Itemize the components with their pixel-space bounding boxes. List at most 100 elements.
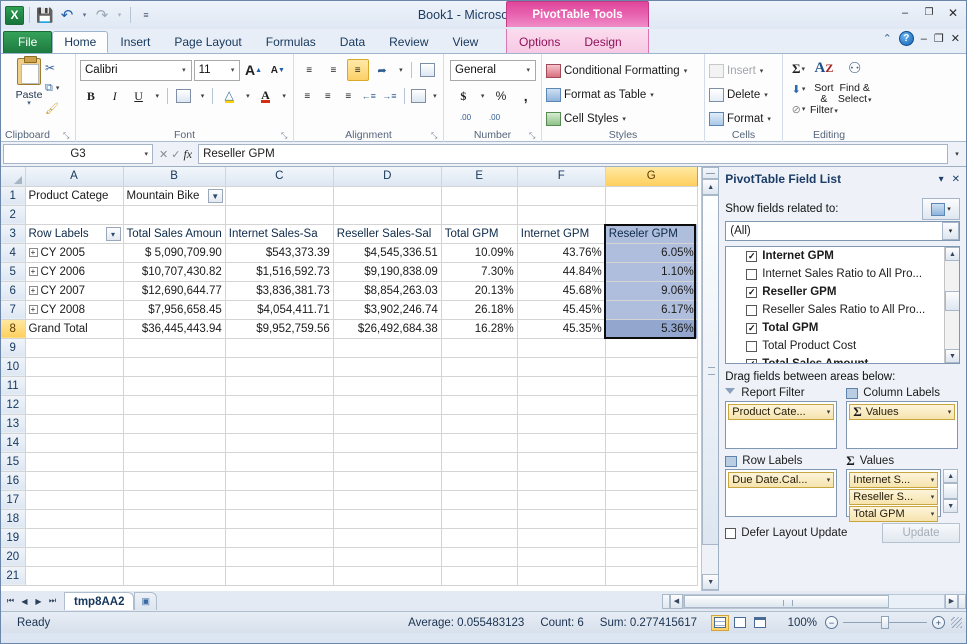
restore-workbook-icon[interactable]: ❐: [933, 33, 944, 45]
chevron-down-icon[interactable]: ▾: [144, 151, 148, 158]
chevron-down-icon[interactable]: ▾: [930, 511, 935, 518]
cell-e18[interactable]: [441, 509, 518, 529]
cell-e8[interactable]: 16.28%: [441, 319, 518, 339]
cell-e19[interactable]: [441, 528, 518, 548]
cell-e15[interactable]: [441, 452, 518, 472]
column-header-f[interactable]: F: [517, 167, 606, 187]
cancel-edit-icon[interactable]: ✕: [159, 148, 169, 161]
spreadsheet-grid[interactable]: A B C D E F G 1 Product Catege Mountain …: [1, 167, 702, 591]
cell-b12[interactable]: [123, 395, 226, 415]
row-header-18[interactable]: 18: [1, 509, 26, 529]
chevron-down-icon[interactable]: ▾: [826, 409, 831, 416]
tab-design[interactable]: Design: [584, 35, 622, 49]
autosum-button[interactable]: Σ ▾: [787, 59, 810, 79]
cell-d20[interactable]: [333, 547, 442, 567]
column-header-a[interactable]: A: [25, 167, 124, 187]
chevron-down-icon[interactable]: ▾: [826, 477, 831, 484]
field-list-scroll-down-icon[interactable]: ▼: [945, 349, 960, 363]
cell-d19[interactable]: [333, 528, 442, 548]
cell-d8[interactable]: $26,492,684.38: [333, 319, 442, 339]
row-header-14[interactable]: 14: [1, 433, 26, 453]
cell-g3[interactable]: Reseler GPM: [605, 224, 698, 244]
cell-g16[interactable]: [605, 471, 698, 491]
cell-a15[interactable]: [25, 452, 124, 472]
expand-icon[interactable]: +: [28, 285, 38, 295]
cell-b4[interactable]: $ 5,090,709.90: [123, 243, 226, 263]
help-icon[interactable]: ?: [898, 31, 914, 46]
find-select-button[interactable]: ⚇ Find & Select▾: [838, 59, 872, 119]
cell-c2[interactable]: [225, 205, 334, 225]
cell-c7[interactable]: $4,054,411.71: [225, 300, 334, 320]
cell-f1[interactable]: [517, 186, 606, 206]
horizontal-split-handle[interactable]: [662, 593, 670, 609]
close-workbook-icon[interactable]: ✕: [950, 33, 960, 45]
accounting-dropdown-button[interactable]: ▾: [477, 85, 488, 107]
values-scroll-thumb[interactable]: [943, 483, 959, 499]
field-item-internet-sales-ratio[interactable]: Internet Sales Ratio to All Pro...: [726, 265, 959, 283]
checkbox-checked-icon[interactable]: ✓: [746, 286, 758, 298]
cell-g2[interactable]: [605, 205, 698, 225]
format-painter-button[interactable]: 🖌: [45, 98, 75, 118]
cell-d21[interactable]: [333, 566, 442, 586]
grow-font-button[interactable]: A ▲: [244, 62, 263, 78]
vertical-scroll-thumb[interactable]: [702, 195, 720, 545]
cell-e12[interactable]: [441, 395, 518, 415]
cell-f6[interactable]: 45.68%: [517, 281, 606, 301]
cell-b1[interactable]: Mountain Bike ▼: [123, 186, 226, 206]
horizontal-scrollbar[interactable]: ◀ ▶: [662, 593, 966, 609]
redo-icon[interactable]: ↷: [95, 7, 109, 24]
row-header-3[interactable]: 3: [1, 224, 26, 244]
insert-worksheet-button[interactable]: ▣: [134, 592, 157, 610]
panel-close-icon[interactable]: ✕: [951, 173, 960, 185]
tab-formulas[interactable]: Formulas: [265, 35, 316, 49]
scroll-down-button[interactable]: ▼: [702, 574, 720, 590]
cell-f13[interactable]: [517, 414, 606, 434]
align-top-button[interactable]: ≡: [298, 59, 320, 81]
cell-e10[interactable]: [441, 357, 518, 377]
scroll-left-button[interactable]: ◀: [670, 593, 683, 609]
cell-a12[interactable]: [25, 395, 124, 415]
column-labels-dropzone[interactable]: Σ Values ▾: [846, 401, 959, 449]
cell-c19[interactable]: [225, 528, 334, 548]
cell-b2[interactable]: [123, 205, 226, 225]
decrease-indent-button[interactable]: ←≡: [360, 85, 379, 107]
cell-b9[interactable]: [123, 338, 226, 358]
cell-c8[interactable]: $9,952,759.56: [225, 319, 334, 339]
cell-a4[interactable]: + CY 2005: [25, 243, 124, 263]
cell-c9[interactable]: [225, 338, 334, 358]
cell-b10[interactable]: [123, 357, 226, 377]
decrease-decimal-button[interactable]: .00: [483, 106, 506, 128]
cell-e3[interactable]: Total GPM: [441, 224, 518, 244]
cell-a11[interactable]: [25, 376, 124, 396]
scroll-up-button[interactable]: ▲: [702, 179, 720, 195]
column-header-b[interactable]: B: [123, 167, 226, 187]
tab-review[interactable]: Review: [389, 35, 429, 49]
row-header-10[interactable]: 10: [1, 357, 26, 377]
cell-a13[interactable]: [25, 414, 124, 434]
cell-b5[interactable]: $10,707,430.82: [123, 262, 226, 282]
cell-a3[interactable]: Row Labels ▾: [25, 224, 124, 244]
cell-a16[interactable]: [25, 471, 124, 491]
field-item-reseller-sales-ratio[interactable]: Reseller Sales Ratio to All Pro...: [726, 301, 959, 319]
cell-a9[interactable]: [25, 338, 124, 358]
checkbox-checked-icon[interactable]: ✓: [746, 250, 758, 262]
report-filter-dropzone[interactable]: Product Cate... ▾: [725, 401, 838, 449]
increase-indent-button[interactable]: →≡: [380, 85, 399, 107]
cell-e21[interactable]: [441, 566, 518, 586]
cell-g1[interactable]: [605, 186, 698, 206]
cell-a17[interactable]: [25, 490, 124, 510]
cell-g14[interactable]: [605, 433, 698, 453]
clipboard-dialog-launcher-icon[interactable]: ⤡: [63, 131, 70, 140]
font-size-combo[interactable]: 11 ▾: [193, 59, 241, 81]
delete-cells-button[interactable]: Delete ▾: [709, 83, 778, 107]
increase-decimal-button[interactable]: .00: [454, 106, 477, 128]
values-scroll-up-icon[interactable]: ▲: [943, 469, 959, 483]
cell-f5[interactable]: 44.84%: [517, 262, 606, 282]
paste-button[interactable]: Paste ▾: [9, 56, 49, 107]
normal-view-button[interactable]: [711, 614, 729, 631]
zoom-in-button[interactable]: +: [932, 616, 945, 629]
row-header-4[interactable]: 4: [1, 243, 26, 263]
row-header-6[interactable]: 6: [1, 281, 26, 301]
panel-menu-icon[interactable]: ▾: [938, 173, 944, 185]
cell-f18[interactable]: [517, 509, 606, 529]
